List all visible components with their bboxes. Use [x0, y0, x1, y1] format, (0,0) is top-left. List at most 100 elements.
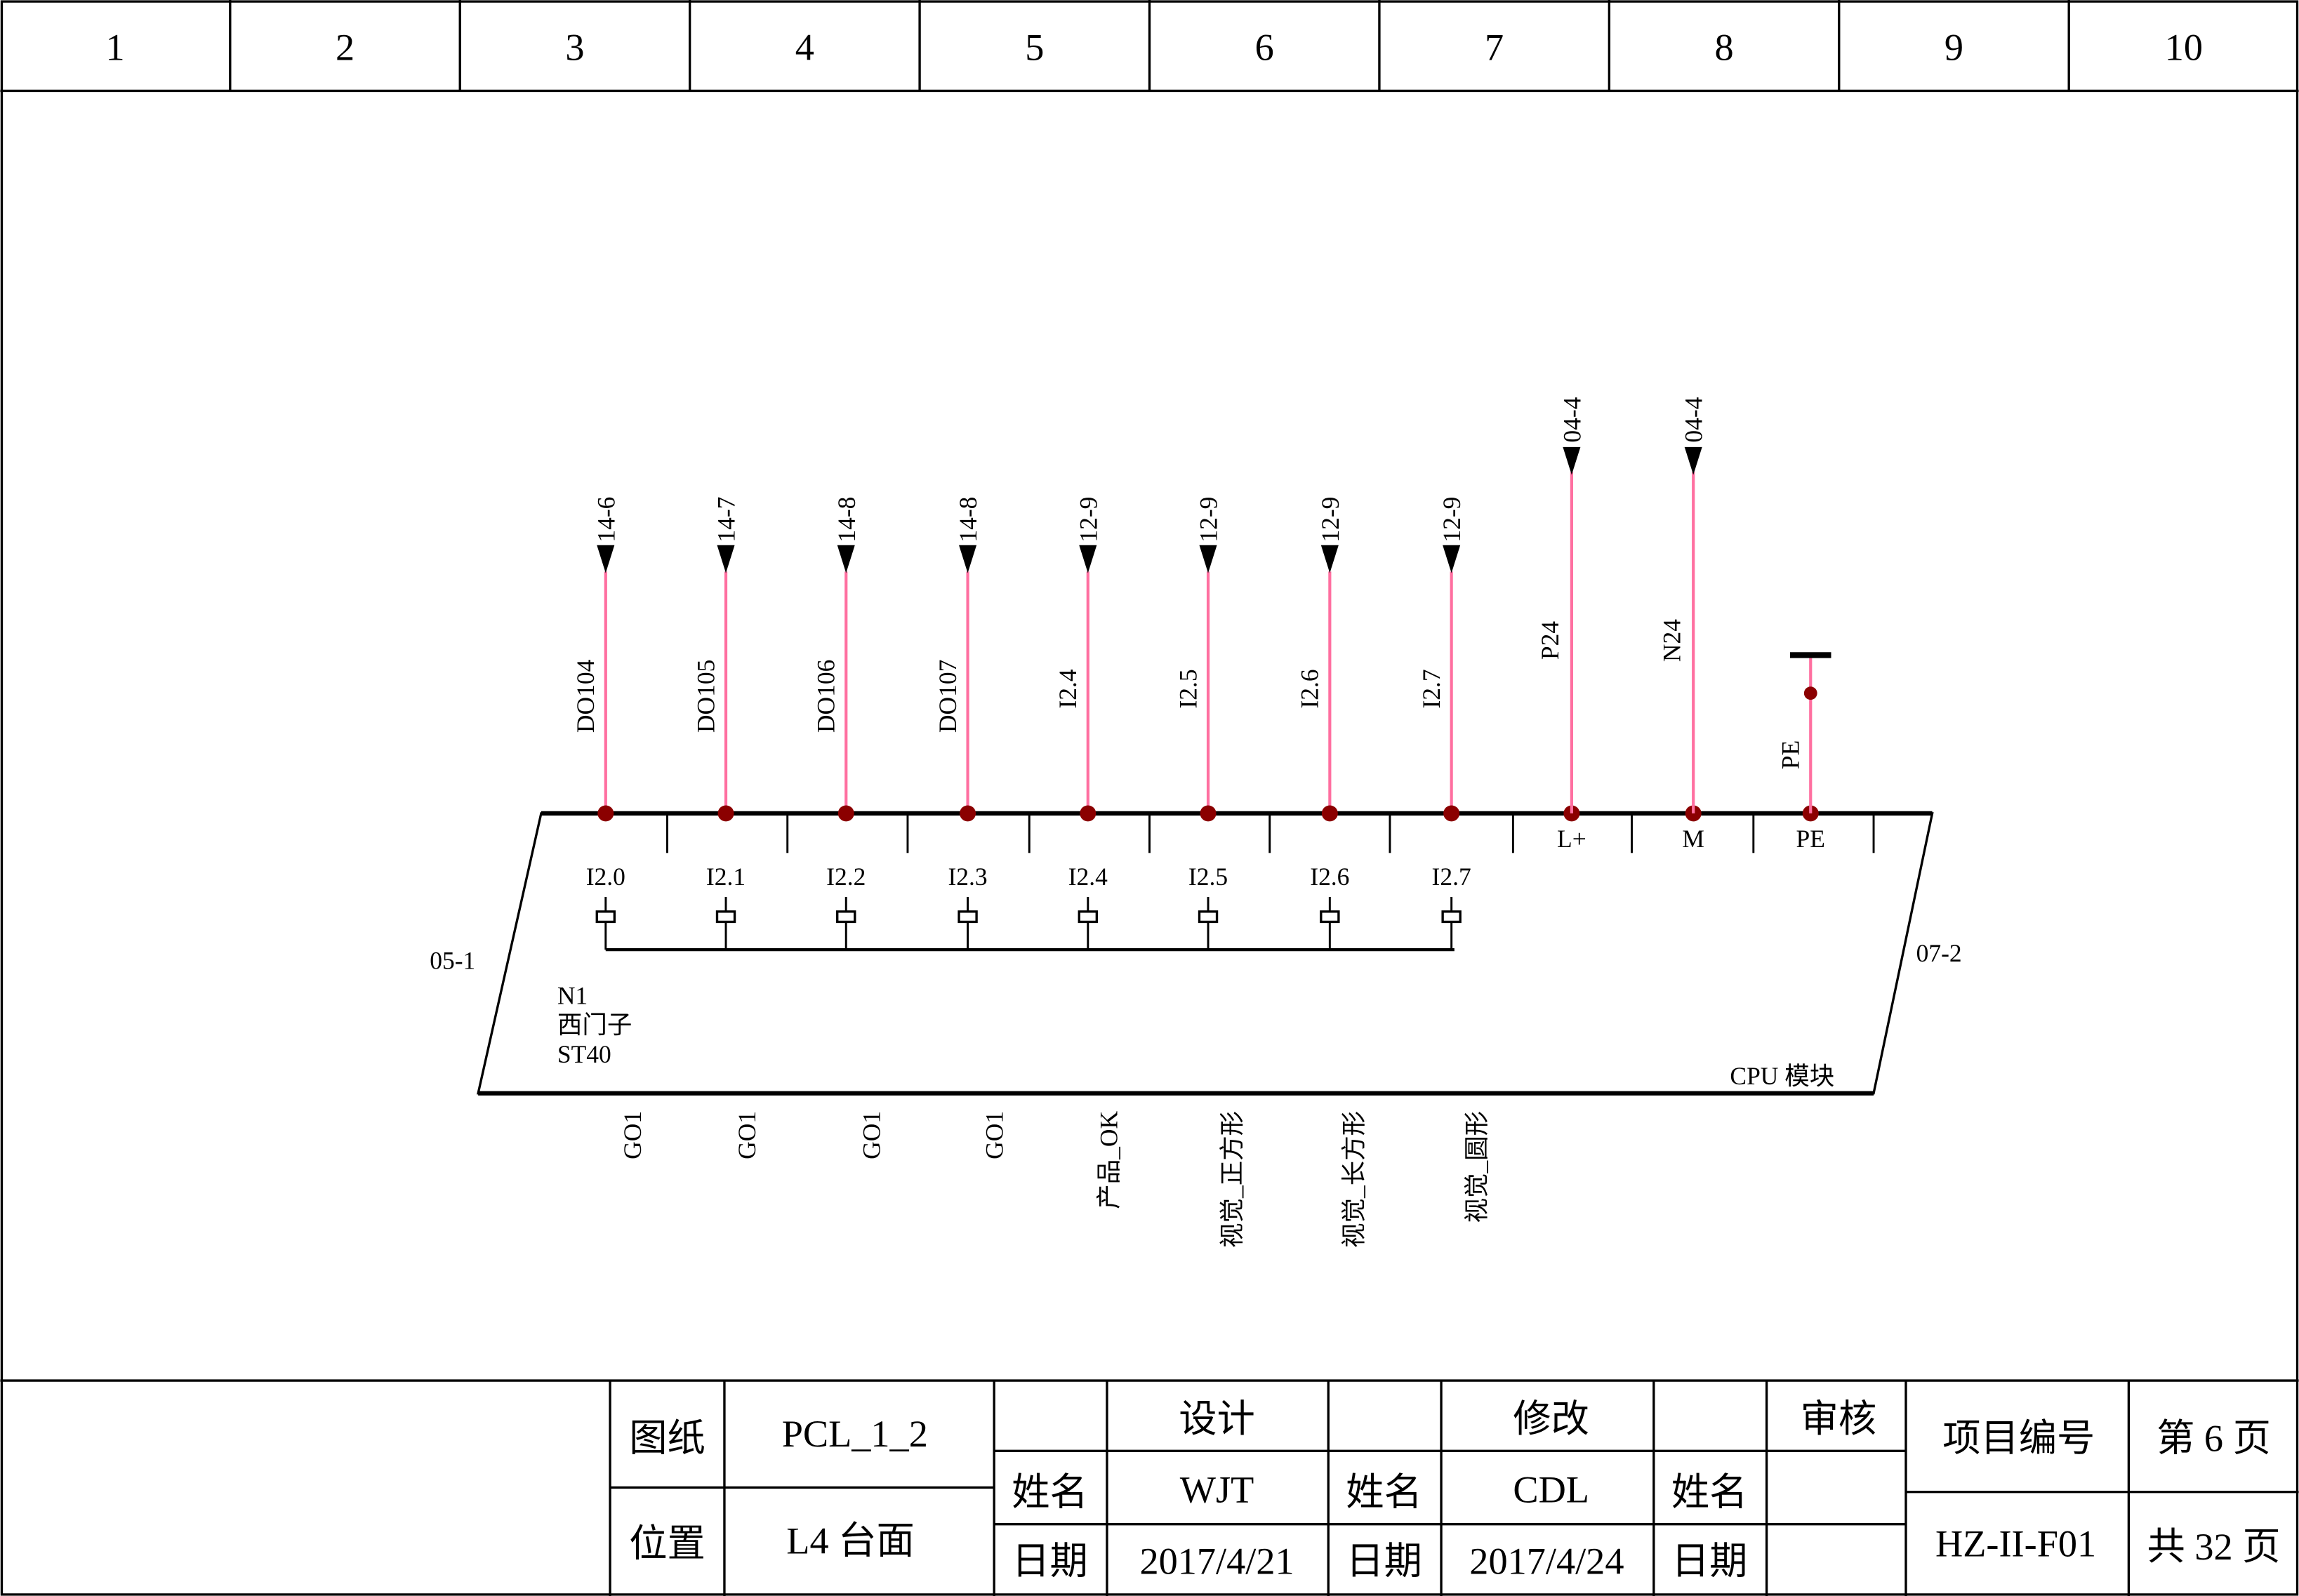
design-label: 设计 — [1179, 1398, 1255, 1440]
column-header: 9 — [1944, 27, 1963, 69]
column-header: 5 — [1025, 27, 1044, 69]
module-title: CPU 模块 — [1730, 1062, 1834, 1090]
arrow-down-icon — [1563, 446, 1581, 475]
wire-label: I2.4 — [1054, 669, 1082, 708]
title-block-text: 图纸 PCL_1_2 位置 L4 台面 设计 修改 审核 姓名 姓名 姓名 日期… — [629, 1398, 2280, 1583]
connection-node — [960, 805, 976, 822]
wire-label: DO106 — [812, 660, 840, 733]
terminal-label: I2.3 — [948, 863, 987, 891]
contact-symbol — [1198, 910, 1219, 924]
arrow-down-icon — [597, 545, 615, 573]
review-name-label: 姓名 — [1671, 1472, 1748, 1514]
terminal-label: I2.2 — [826, 863, 866, 891]
input-pin-i2-0: 14-6 DO104 I2.0 GO1 — [571, 497, 647, 1159]
review-date-label: 日期 — [1671, 1541, 1748, 1583]
input-pin-i2-7: 12-9 I2.7 I2.7 视觉_圆形 — [1417, 497, 1491, 1223]
design-date: 2017/4/21 — [1139, 1541, 1294, 1583]
wire-label: I2.7 — [1417, 669, 1445, 708]
cross-ref: 14-8 — [833, 497, 861, 543]
power-pin-lplus: L+ 04-4 P24 — [1536, 397, 1586, 853]
modify-name-label: 姓名 — [1346, 1472, 1422, 1514]
connection-node — [1200, 805, 1217, 822]
cross-ref: 04-4 — [1558, 397, 1586, 442]
module-model: ST40 — [557, 1040, 611, 1068]
arrow-down-icon — [1320, 545, 1339, 573]
contact-symbol — [715, 910, 736, 924]
page-total: 共 32 页 — [2147, 1526, 2281, 1568]
terminal-label: I2.5 — [1188, 863, 1228, 891]
signal-note: 产品_OK — [1095, 1110, 1123, 1209]
power-pin-pe: PE PE — [1777, 652, 1831, 853]
cross-ref: 12-9 — [1195, 497, 1223, 543]
terminal-label: PE — [1796, 825, 1825, 853]
column-header: 8 — [1714, 27, 1733, 69]
terminal-label: I2.7 — [1432, 863, 1471, 891]
right-cross-ref: 07-2 — [1916, 939, 1962, 967]
cross-ref: 14-7 — [713, 497, 741, 543]
contact-symbol — [1320, 910, 1340, 924]
arrow-down-icon — [717, 545, 735, 573]
wire-label: I2.5 — [1174, 669, 1202, 708]
signal-note: 视觉_正方形 — [1218, 1111, 1246, 1248]
terminal-label: L+ — [1557, 825, 1586, 853]
column-header-row: 1 2 3 4 5 6 7 8 9 10 — [106, 0, 2203, 91]
review-label: 审核 — [1801, 1398, 1877, 1440]
project-label: 项目编号 — [1942, 1417, 2095, 1459]
arrow-down-icon — [837, 545, 855, 573]
cross-ref: 04-4 — [1680, 397, 1708, 442]
modify-date: 2017/4/24 — [1469, 1541, 1624, 1583]
design-date-label: 日期 — [1012, 1541, 1088, 1583]
column-header: 3 — [565, 27, 584, 69]
module-id: N1 — [557, 981, 588, 1009]
contact-symbol — [595, 910, 616, 924]
connection-node — [597, 805, 614, 822]
connection-node — [837, 805, 854, 822]
module-vendor: 西门子 — [557, 1011, 632, 1039]
input-pin-i2-5: 12-9 I2.5 I2.5 视觉_正方形 — [1174, 497, 1246, 1248]
input-pin-i2-6: 12-9 I2.6 I2.6 视觉_长方形 — [1296, 497, 1368, 1248]
plc-module-n1: 05-1 07-2 N1 西门子 ST40 CPU 模块 14-6 DO104 I2… — [430, 397, 1961, 1248]
cross-ref: 12-9 — [1316, 497, 1344, 543]
column-header: 6 — [1255, 27, 1274, 69]
input-pin-i2-3: 14-8 DO107 I2.3 GO1 — [934, 497, 1009, 1159]
signal-note: GO1 — [981, 1111, 1009, 1159]
design-name-label: 姓名 — [1012, 1472, 1088, 1514]
column-header: 2 — [336, 27, 355, 69]
connection-node — [1443, 805, 1460, 822]
modify-label: 修改 — [1513, 1398, 1589, 1440]
connection-node — [1803, 686, 1817, 700]
column-header: 10 — [2165, 27, 2203, 69]
cross-ref: 12-9 — [1074, 497, 1102, 543]
column-header: 1 — [106, 27, 125, 69]
arrow-down-icon — [1199, 545, 1217, 573]
signal-note: GO1 — [733, 1111, 761, 1159]
wire-label: DO107 — [934, 660, 962, 733]
title-block — [609, 1381, 2299, 1596]
project-value: HZ-II-F01 — [1935, 1523, 2096, 1565]
terminal-label: I2.0 — [586, 863, 625, 891]
contact-symbol — [958, 910, 978, 924]
modify-date-label: 日期 — [1346, 1541, 1422, 1583]
wire-label: PE — [1777, 740, 1805, 769]
contact-symbol — [836, 910, 856, 924]
contact-symbol — [1078, 910, 1098, 924]
modify-name: CDL — [1513, 1468, 1589, 1510]
input-pin-i2-2: 14-8 DO106 I2.2 GO1 — [812, 497, 886, 1159]
terminal-label: M — [1682, 825, 1704, 853]
column-header: 4 — [795, 27, 814, 69]
signal-note: GO1 — [857, 1111, 885, 1159]
wire-label: DO104 — [571, 659, 599, 733]
cross-ref: 12-9 — [1438, 497, 1466, 543]
contact-symbol — [1441, 910, 1462, 924]
column-header: 7 — [1485, 27, 1504, 69]
arrow-down-icon — [1079, 545, 1097, 573]
drawing-value: PCL_1_2 — [782, 1413, 928, 1455]
input-pin-i2-1: 14-7 DO105 I2.1 GO1 — [691, 497, 760, 1159]
wire-label: DO105 — [691, 660, 720, 733]
cross-ref: 14-8 — [954, 497, 982, 543]
location-label: 位置 — [629, 1523, 705, 1565]
arrow-down-icon — [1684, 446, 1702, 475]
wire-label: I2.6 — [1296, 669, 1324, 708]
location-value: L4 台面 — [786, 1519, 914, 1562]
